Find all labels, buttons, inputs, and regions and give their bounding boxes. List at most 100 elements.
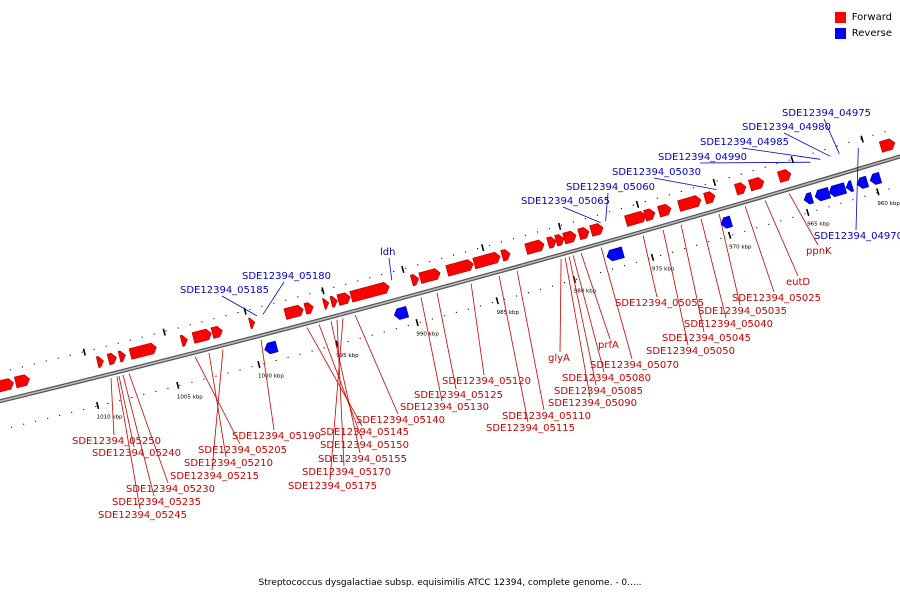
- forward-gene-arrow[interactable]: [524, 239, 545, 255]
- reverse-gene-arrow[interactable]: [869, 171, 883, 185]
- reverse-gene-arrow[interactable]: [814, 187, 832, 202]
- forward-gene-label[interactable]: SDE12394_05120: [442, 376, 531, 387]
- forward-gene-arrow[interactable]: [878, 138, 896, 153]
- reverse-gene-label[interactable]: SDE12394_04980: [742, 122, 831, 133]
- reverse-gene-arrow[interactable]: [845, 180, 855, 193]
- forward-gene-label[interactable]: SDE12394_05215: [170, 471, 259, 482]
- forward-gene-label[interactable]: SDE12394_05115: [486, 423, 575, 434]
- forward-gene-arrow[interactable]: [349, 281, 390, 303]
- forward-gene-arrow[interactable]: [0, 378, 14, 393]
- reverse-gene-label[interactable]: SDE12394_04985: [700, 137, 789, 148]
- forward-gene-label[interactable]: prfA: [598, 340, 619, 351]
- forward-gene-arrow[interactable]: [322, 298, 330, 310]
- leader-line: [420, 297, 443, 402]
- forward-gene-label[interactable]: SDE12394_05205: [198, 445, 287, 456]
- forward-gene-label[interactable]: SDE12394_05130: [400, 402, 489, 413]
- forward-gene-label[interactable]: SDE12394_05235: [112, 497, 201, 508]
- forward-gene-arrow[interactable]: [748, 177, 765, 192]
- forward-gene-label[interactable]: SDE12394_05250: [72, 436, 161, 447]
- forward-gene-arrow[interactable]: [445, 259, 474, 277]
- forward-gene-label[interactable]: SDE12394_05125: [414, 390, 503, 401]
- forward-gene-label[interactable]: SDE12394_05090: [548, 398, 637, 409]
- forward-gene-label[interactable]: SDE12394_05175: [288, 481, 377, 492]
- forward-gene-label[interactable]: SDE12394_05025: [732, 293, 821, 304]
- forward-gene-label[interactable]: SDE12394_05085: [554, 386, 643, 397]
- forward-gene-arrow[interactable]: [734, 182, 747, 196]
- reverse-gene-label[interactable]: SDE12394_05030: [612, 167, 701, 178]
- forward-gene-label[interactable]: SDE12394_05245: [98, 510, 187, 521]
- reverse-gene-arrow[interactable]: [606, 246, 625, 262]
- tick-mark-lower: [712, 178, 717, 186]
- forward-gene-arrow[interactable]: [303, 302, 314, 315]
- scale-dot: [539, 288, 542, 290]
- forward-gene-arrow[interactable]: [554, 234, 565, 247]
- forward-gene-label[interactable]: SDE12394_05230: [126, 484, 215, 495]
- reverse-gene-label[interactable]: SDE12394_04970: [814, 231, 900, 242]
- reverse-gene-label[interactable]: SDE12394_04975: [782, 108, 871, 119]
- forward-gene-arrow[interactable]: [128, 342, 157, 360]
- forward-gene-arrow[interactable]: [657, 203, 672, 218]
- forward-gene-arrow[interactable]: [117, 350, 126, 363]
- reverse-gene-arrow[interactable]: [720, 215, 733, 229]
- forward-gene-arrow[interactable]: [409, 274, 420, 287]
- leader-line: [823, 118, 840, 154]
- forward-gene-label[interactable]: SDE12394_05140: [356, 415, 445, 426]
- forward-gene-arrow[interactable]: [589, 223, 604, 237]
- tick-mark-lower: [321, 287, 325, 295]
- forward-gene-arrow[interactable]: [248, 317, 256, 330]
- reverse-gene-arrow[interactable]: [828, 182, 848, 198]
- forward-gene-label[interactable]: SDE12394_05035: [698, 306, 787, 317]
- reverse-gene-label[interactable]: SDE12394_05065: [521, 196, 610, 207]
- forward-gene-arrow[interactable]: [336, 292, 351, 306]
- scale-dot: [107, 402, 109, 405]
- reverse-gene-arrow[interactable]: [856, 175, 870, 189]
- forward-gene-arrow[interactable]: [472, 251, 501, 270]
- forward-gene-arrow[interactable]: [577, 227, 590, 241]
- reverse-gene-label[interactable]: SDE12394_05180: [242, 271, 331, 282]
- forward-gene-arrow[interactable]: [500, 249, 511, 262]
- forward-gene-label[interactable]: SDE12394_05050: [646, 346, 735, 357]
- forward-gene-arrow[interactable]: [546, 236, 557, 249]
- reverse-gene-arrow[interactable]: [803, 192, 814, 205]
- forward-gene-arrow[interactable]: [777, 169, 792, 183]
- forward-gene-label[interactable]: SDE12394_05110: [502, 411, 591, 422]
- forward-gene-label[interactable]: SDE12394_05170: [302, 467, 391, 478]
- forward-gene-label[interactable]: eutD: [786, 277, 810, 288]
- forward-gene-label[interactable]: SDE12394_05080: [562, 373, 651, 384]
- forward-gene-arrow[interactable]: [13, 374, 30, 389]
- forward-gene-label[interactable]: glyA: [548, 353, 570, 364]
- forward-gene-arrow[interactable]: [677, 195, 702, 212]
- leader-line: [564, 257, 591, 398]
- reverse-gene-arrow[interactable]: [264, 340, 279, 355]
- forward-gene-label[interactable]: SDE12394_05240: [92, 448, 181, 459]
- forward-gene-label[interactable]: SDE12394_05150: [320, 440, 409, 451]
- forward-gene-label[interactable]: ppnK: [806, 246, 832, 257]
- forward-gene-label[interactable]: SDE12394_05055: [615, 298, 704, 309]
- forward-gene-arrow[interactable]: [191, 328, 212, 344]
- tick-label: 975 kbp: [652, 267, 675, 273]
- forward-gene-label[interactable]: SDE12394_05045: [662, 333, 751, 344]
- forward-gene-label[interactable]: SDE12394_05190: [232, 431, 321, 442]
- reverse-gene-label[interactable]: SDE12394_04990: [658, 152, 747, 163]
- forward-gene-arrow[interactable]: [562, 230, 577, 245]
- forward-gene-arrow[interactable]: [329, 295, 338, 308]
- forward-gene-label[interactable]: SDE12394_05210: [184, 458, 273, 469]
- scale-dot: [83, 408, 85, 411]
- forward-gene-arrow[interactable]: [179, 334, 188, 347]
- forward-gene-arrow[interactable]: [418, 268, 441, 284]
- forward-gene-arrow[interactable]: [106, 352, 117, 366]
- forward-gene-label[interactable]: SDE12394_05070: [590, 360, 679, 371]
- forward-gene-label[interactable]: SDE12394_05155: [318, 454, 407, 465]
- forward-gene-arrow[interactable]: [283, 304, 304, 320]
- forward-gene-label[interactable]: SDE12394_05040: [684, 319, 773, 330]
- forward-gene-arrow[interactable]: [95, 356, 104, 368]
- reverse-gene-label[interactable]: SDE12394_05185: [180, 285, 269, 296]
- forward-gene-arrow[interactable]: [210, 325, 223, 339]
- reverse-gene-label[interactable]: ldh: [380, 247, 395, 258]
- reverse-gene-label[interactable]: SDE12394_05060: [566, 182, 655, 193]
- forward-gene-arrow[interactable]: [703, 191, 716, 205]
- forward-gene-label[interactable]: SDE12394_05145: [320, 427, 409, 438]
- reverse-gene-arrow[interactable]: [393, 306, 410, 320]
- forward-gene-arrow[interactable]: [624, 210, 647, 227]
- forward-gene-arrow[interactable]: [643, 208, 656, 222]
